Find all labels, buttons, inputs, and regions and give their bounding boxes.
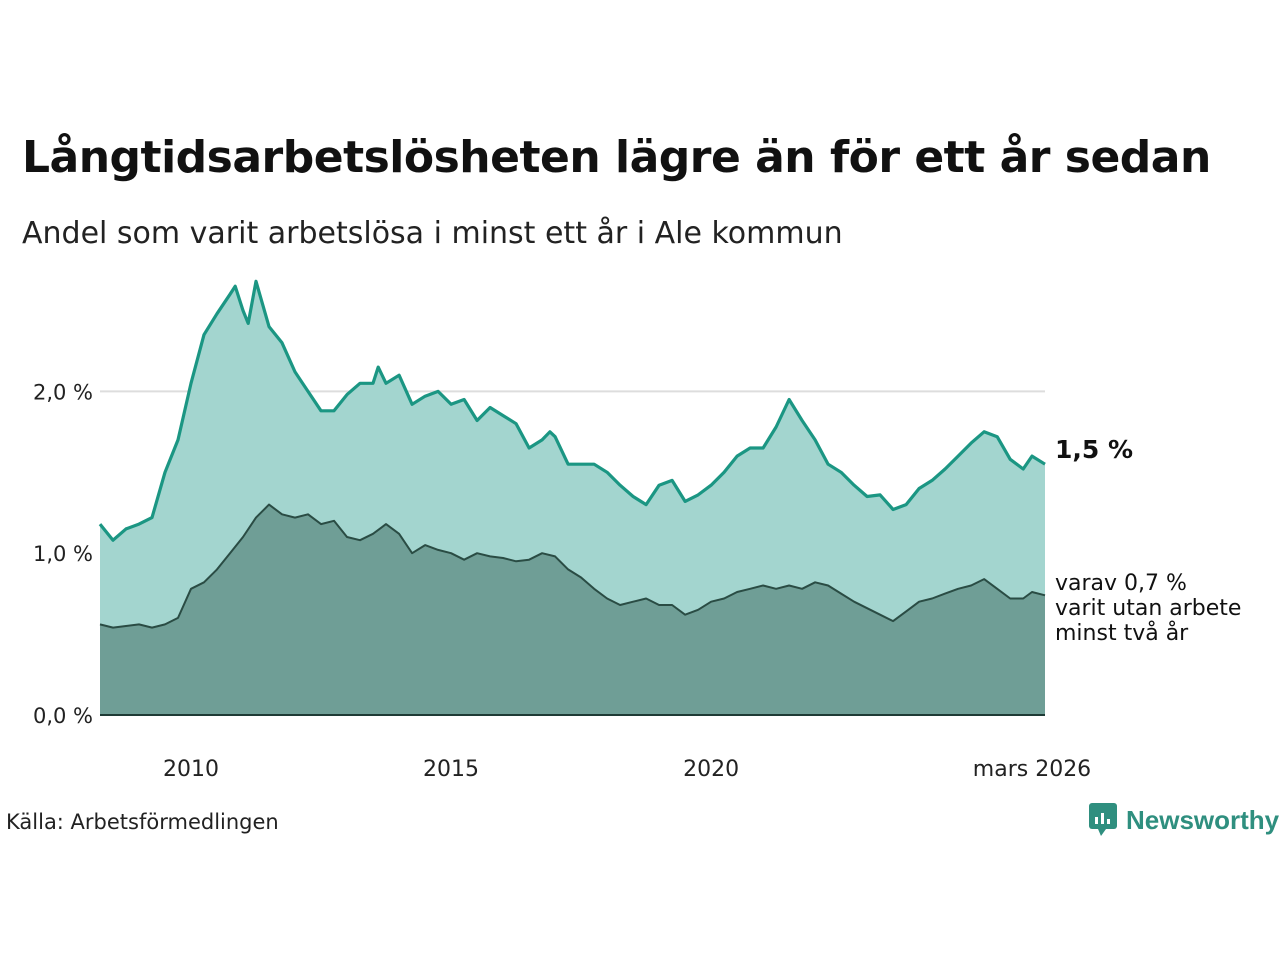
newsworthy-logo-icon [1089, 803, 1117, 836]
brand-logo: Newsworthy [1088, 802, 1279, 838]
series-line-1 [99, 503, 1046, 629]
chart-title: Långtidsarbetslösheten lägre än för ett … [22, 132, 1211, 183]
y-tick-label-1: 1,0 % [33, 542, 93, 566]
series-end-label-total: 1,5 % [1055, 435, 1133, 464]
x-tick-label-0: 2010 [163, 757, 219, 782]
x-tick-label-1: 2015 [423, 757, 479, 782]
series-end-label-sub-2: minst två år [1055, 620, 1189, 646]
brand-name: Newsworthy [1126, 804, 1280, 835]
series-area-1 [100, 504, 1045, 715]
chart-subtitle: Andel som varit arbetslösa i minst ett å… [22, 216, 843, 251]
series-line-0 [98, 279, 1046, 542]
x-tick-label-3: mars 2026 [973, 757, 1091, 782]
series-end-label-sub-1: varit utan arbete [1055, 596, 1241, 621]
y-tick-label-0: 0,0 % [33, 704, 93, 728]
y-tick-label-2: 2,0 % [33, 380, 93, 404]
series-end-label-sub-0: varav 0,7 % [1055, 571, 1187, 596]
source-note: Källa: Arbetsförmedlingen [6, 810, 279, 834]
x-tick-label-2: 2020 [683, 757, 739, 782]
